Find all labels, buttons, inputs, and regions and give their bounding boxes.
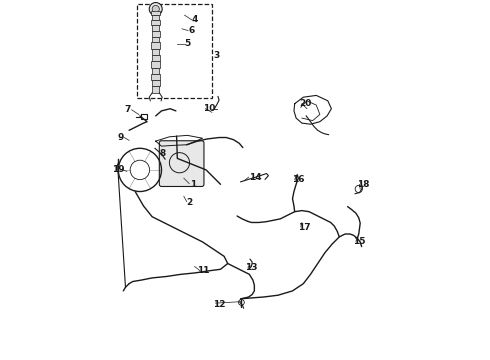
FancyBboxPatch shape (152, 86, 159, 93)
Text: 17: 17 (298, 223, 311, 232)
Text: 9: 9 (118, 133, 124, 142)
Text: 13: 13 (245, 263, 258, 272)
Text: 10: 10 (203, 104, 215, 113)
FancyBboxPatch shape (152, 55, 160, 61)
Text: 6: 6 (189, 26, 195, 35)
FancyBboxPatch shape (152, 25, 159, 31)
FancyBboxPatch shape (152, 49, 159, 55)
FancyBboxPatch shape (152, 37, 159, 42)
Text: 4: 4 (192, 15, 198, 24)
Text: 2: 2 (186, 198, 193, 207)
Text: 14: 14 (249, 173, 262, 182)
FancyBboxPatch shape (151, 11, 160, 15)
Text: 3: 3 (213, 51, 220, 60)
Text: 19: 19 (112, 166, 124, 175)
Text: 20: 20 (299, 99, 312, 108)
Text: 12: 12 (213, 300, 225, 309)
FancyBboxPatch shape (152, 68, 159, 74)
Circle shape (149, 3, 162, 15)
Text: 15: 15 (353, 238, 366, 247)
FancyBboxPatch shape (152, 15, 159, 20)
Text: 8: 8 (159, 149, 165, 158)
Circle shape (152, 5, 159, 13)
Text: 16: 16 (292, 175, 304, 184)
FancyBboxPatch shape (152, 31, 160, 37)
Text: 18: 18 (357, 180, 369, 189)
Text: 7: 7 (125, 105, 131, 114)
Text: 11: 11 (197, 266, 210, 275)
FancyBboxPatch shape (159, 141, 204, 186)
FancyBboxPatch shape (151, 61, 160, 68)
FancyBboxPatch shape (152, 80, 160, 86)
FancyBboxPatch shape (151, 74, 160, 80)
FancyBboxPatch shape (151, 20, 160, 25)
FancyBboxPatch shape (151, 42, 160, 49)
Text: 5: 5 (184, 40, 191, 49)
Text: 1: 1 (190, 180, 196, 189)
